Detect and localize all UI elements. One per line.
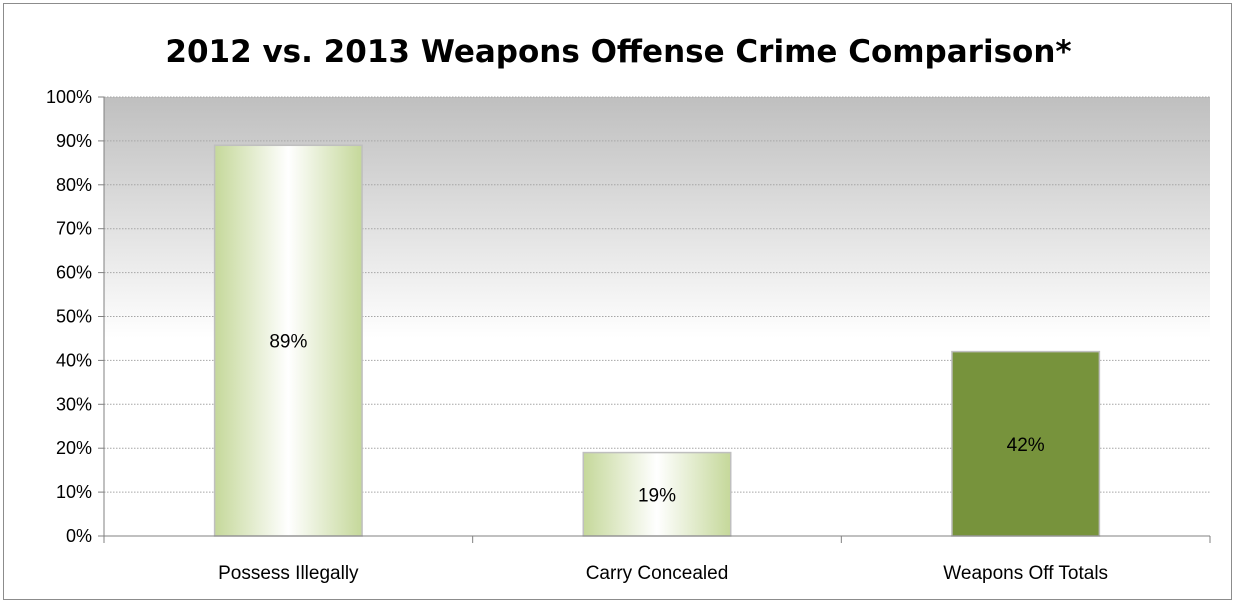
y-tick-label: 90%: [56, 131, 92, 151]
y-tick-label: 80%: [56, 175, 92, 195]
y-tick-label: 100%: [46, 87, 92, 107]
axes: [98, 96, 1211, 543]
x-category-label: Carry Concealed: [586, 563, 729, 584]
data-label: 89%: [269, 332, 307, 353]
y-tick-label: 30%: [56, 394, 92, 414]
x-category-label: Weapons Off Totals: [943, 563, 1108, 584]
x-category-label: Possess Illegally: [218, 563, 359, 584]
bar-weapons-off-totals: [951, 350, 1101, 537]
data-label: 19%: [638, 485, 676, 506]
y-tick-label: 10%: [56, 482, 92, 502]
y-tick-label: 0%: [66, 526, 92, 546]
labels: 0% 10% 20% 30% 40% 50% 60% 70% 80% 90% 100% Possess…: [46, 87, 1108, 584]
y-tick-label: 40%: [56, 350, 92, 370]
chart-title: 2012 vs. 2013 Weapons Offense Crime Comp…: [165, 34, 1072, 70]
y-tick-label: 70%: [56, 219, 92, 239]
y-tick-label: 60%: [56, 263, 92, 283]
y-tick-label: 20%: [56, 438, 92, 458]
bars: [213, 144, 1101, 537]
data-label: 42%: [1007, 435, 1045, 456]
y-tick-label: 50%: [56, 307, 92, 327]
